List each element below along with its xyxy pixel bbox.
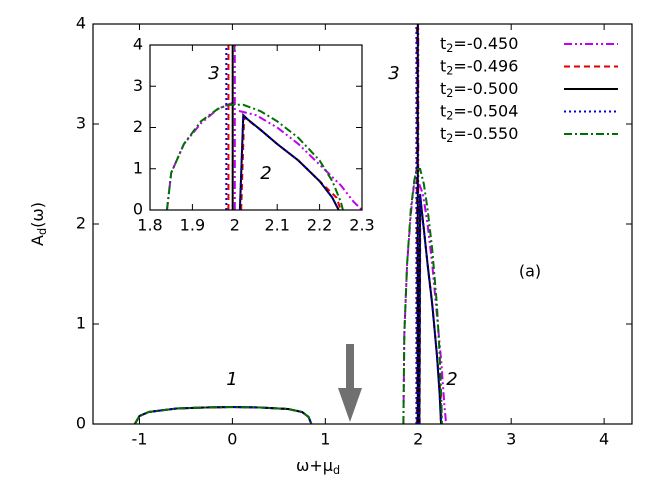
plot-frame — [92, 23, 633, 425]
annotation: 2 — [260, 163, 271, 184]
x-axis-label: ω+μd — [296, 456, 340, 478]
x-tick-label: 1.8 — [137, 216, 162, 235]
annotation: 3 — [208, 63, 219, 84]
y-tick-label: 0 — [76, 414, 86, 433]
x-tick-label: 1 — [320, 430, 330, 449]
series-line — [133, 24, 448, 424]
y-tick-label: 2 — [133, 117, 143, 136]
annotation: (a) — [519, 262, 541, 281]
y-tick-label: 4 — [133, 35, 143, 54]
y-tick-label: 4 — [76, 14, 86, 33]
y-axis-label: Ad(ω) — [28, 202, 50, 246]
x-tick-label: 2.1 — [264, 216, 289, 235]
x-tick-label: 2.2 — [307, 216, 332, 235]
legend-label: t2=-0.500 — [440, 79, 518, 101]
inset-frame — [149, 44, 363, 211]
x-tick-label: 2 — [413, 430, 423, 449]
inset-background — [114, 41, 376, 236]
y-tick-label: 3 — [133, 76, 143, 95]
x-tick-label: 3 — [506, 430, 516, 449]
plot-area — [165, 45, 362, 210]
annotation: 2 — [446, 369, 457, 390]
annotation: 3 — [388, 63, 399, 84]
y-tick-label: 2 — [76, 214, 86, 233]
y-tick-label: 1 — [133, 158, 143, 177]
x-tick-label: 0 — [227, 430, 237, 449]
legend-label: t2=-0.496 — [440, 56, 518, 78]
series-line — [133, 168, 443, 424]
legend-label: t2=-0.504 — [440, 101, 518, 123]
series-line — [225, 45, 340, 210]
legend-label: t2=-0.550 — [440, 124, 518, 146]
plot-area — [133, 24, 448, 424]
x-tick-label: 1.9 — [180, 216, 205, 235]
x-tick-label: 2.3 — [349, 216, 374, 235]
series-line — [165, 103, 344, 210]
x-tick-label: 4 — [599, 430, 609, 449]
y-tick-label: 0 — [133, 200, 143, 219]
x-tick-label: -1 — [131, 430, 147, 449]
annotation: 1 — [226, 369, 237, 390]
series-line — [227, 45, 342, 210]
x-tick-label: 2 — [230, 216, 240, 235]
arrow — [338, 344, 362, 422]
y-tick-label: 1 — [76, 314, 86, 333]
legend-label: t2=-0.450 — [440, 34, 518, 56]
y-tick-label: 3 — [76, 114, 86, 133]
